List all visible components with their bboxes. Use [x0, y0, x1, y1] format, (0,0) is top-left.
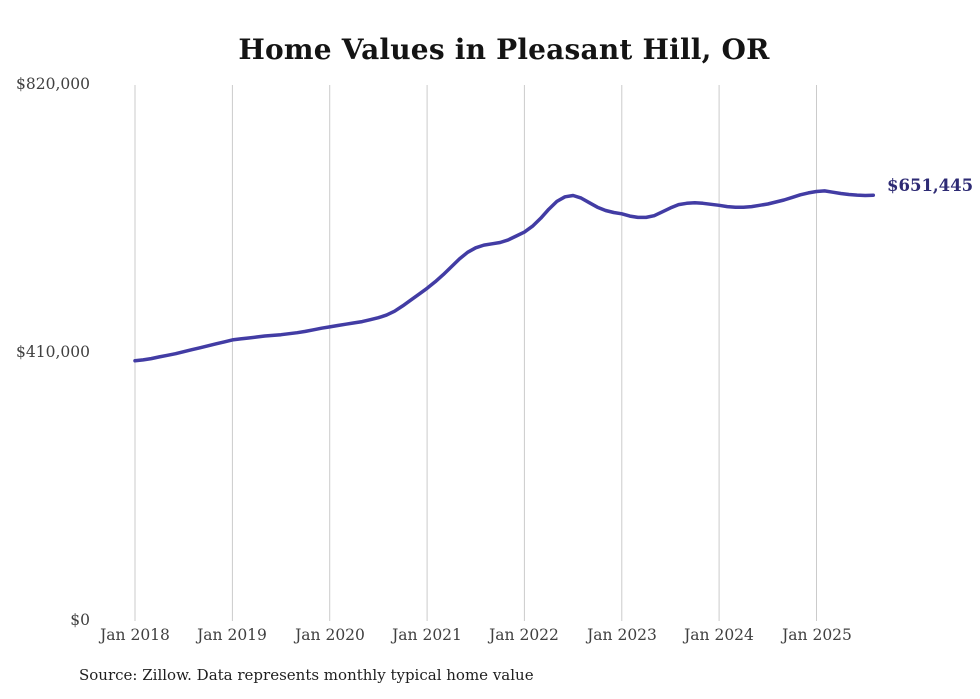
- x-tick-label-2018: Jan 2018: [100, 626, 170, 644]
- x-tick-label-2023: Jan 2023: [587, 626, 657, 644]
- y-tick-label-max: $820,000: [16, 75, 90, 93]
- source-note: Source: Zillow. Data represents monthly …: [79, 666, 534, 684]
- home-value-line: [133, 189, 876, 363]
- x-tick-label-2022: Jan 2022: [489, 626, 559, 644]
- page-title: Home Values in Pleasant Hill, OR: [238, 33, 770, 66]
- x-tick-label-2019: Jan 2019: [197, 626, 267, 644]
- gridlines: [134, 85, 817, 621]
- latest-value-label: $651,445: [887, 176, 974, 195]
- y-tick-label-zero: $0: [70, 611, 90, 629]
- x-tick-label-2021: Jan 2021: [392, 626, 462, 644]
- x-tick-label-2020: Jan 2020: [295, 626, 365, 644]
- x-tick-label-2025: Jan 2025: [782, 626, 852, 644]
- x-tick-label-2024: Jan 2024: [684, 626, 754, 644]
- y-tick-label-mid: $410,000: [16, 343, 90, 361]
